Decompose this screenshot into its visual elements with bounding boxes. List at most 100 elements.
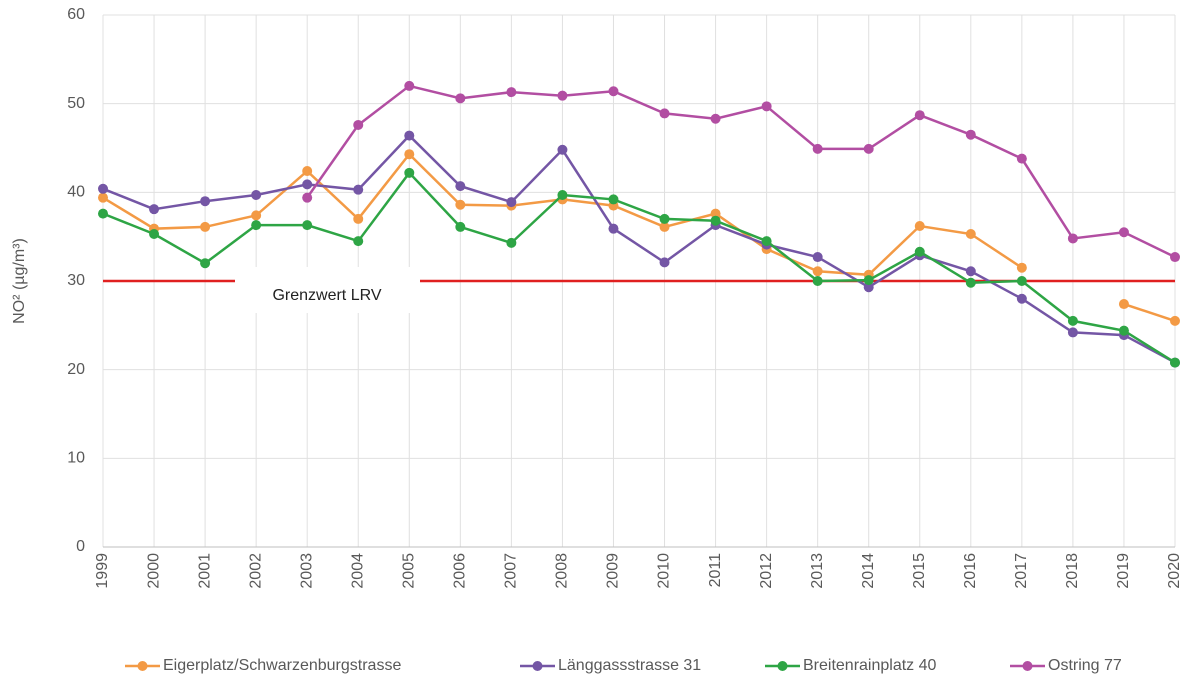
data-point (914, 246, 925, 257)
threshold-label-box (235, 267, 420, 313)
data-point (863, 282, 874, 293)
data-point (1170, 315, 1180, 326)
data-point (506, 237, 517, 248)
legend-marker (1022, 661, 1033, 671)
data-point (1016, 153, 1027, 164)
legend-marker (137, 661, 148, 671)
data-point (1067, 327, 1078, 338)
data-point (200, 221, 211, 232)
data-point (302, 192, 313, 203)
data-point (200, 196, 211, 207)
data-point (965, 277, 976, 288)
data-point (761, 101, 772, 112)
data-point (965, 266, 976, 277)
data-point (659, 213, 670, 224)
x-tick-label: 2007 (503, 553, 520, 589)
y-tick-label: 0 (76, 538, 85, 555)
data-point (149, 204, 160, 215)
data-point (1016, 293, 1027, 304)
x-tick-label: 2000 (145, 553, 162, 589)
data-point (1170, 252, 1180, 263)
x-tick-label: 2005 (401, 553, 418, 589)
data-point (1067, 233, 1078, 244)
data-point (353, 184, 364, 195)
x-tick-label: 2018 (1064, 553, 1081, 589)
y-tick-label: 60 (67, 6, 85, 23)
data-point (302, 166, 313, 177)
x-tick-label: 2012 (758, 553, 775, 589)
data-point (302, 179, 313, 190)
series-line (306, 84, 1176, 259)
x-tick-label: 1999 (94, 553, 111, 589)
data-point (863, 143, 874, 154)
data-point (557, 144, 568, 155)
data-point (608, 86, 619, 97)
data-point (251, 189, 262, 200)
series-line (102, 133, 1176, 364)
data-point (710, 208, 721, 219)
x-tick-label: 2003 (298, 553, 315, 589)
data-point (455, 93, 466, 104)
x-tick-label: 2020 (1166, 553, 1183, 589)
data-point (965, 129, 976, 140)
data-point (1118, 325, 1129, 336)
x-tick-label: 2013 (809, 553, 826, 589)
y-tick-label: 20 (67, 361, 85, 378)
x-tick-label: 2010 (656, 553, 673, 589)
data-point (455, 199, 466, 210)
x-tick-label: 2014 (860, 553, 877, 589)
data-point (1170, 357, 1180, 368)
data-point (404, 130, 415, 141)
data-point (863, 275, 874, 286)
data-point (251, 210, 262, 221)
data-point (1016, 262, 1027, 273)
x-tick-label: 2019 (1115, 553, 1132, 589)
data-point (149, 229, 160, 240)
data-point (914, 110, 925, 121)
data-point (710, 113, 721, 124)
data-point (1016, 276, 1027, 286)
data-point (1067, 315, 1078, 326)
legend-marker (532, 661, 543, 671)
legend-label: Ostring 77 (1048, 657, 1122, 674)
legend-label: Länggassstrasse 31 (558, 657, 701, 674)
series-line (1123, 302, 1176, 323)
x-tick-label: 2001 (196, 553, 213, 589)
data-point (302, 220, 313, 231)
data-point (812, 143, 823, 154)
data-point (812, 252, 823, 263)
y-tick-label: 10 (67, 450, 85, 467)
data-point (353, 236, 364, 247)
x-tick-label: 2002 (247, 553, 264, 589)
data-point (98, 183, 108, 194)
data-point (98, 192, 108, 203)
y-tick-label: 50 (67, 95, 85, 112)
series-line (102, 170, 1176, 364)
data-point (659, 108, 670, 119)
data-point (506, 87, 517, 98)
x-tick-label: 2004 (349, 553, 366, 589)
data-point (404, 149, 415, 160)
data-point (200, 258, 211, 269)
x-tick-label: 2008 (554, 553, 571, 589)
data-point (812, 276, 823, 286)
data-point (557, 189, 568, 200)
data-point (353, 213, 364, 224)
data-point (455, 181, 466, 192)
x-tick-label: 2009 (605, 553, 622, 589)
data-point (659, 221, 670, 232)
data-point (965, 229, 976, 240)
data-point (455, 221, 466, 232)
data-point (608, 223, 619, 234)
legend-marker (777, 661, 788, 671)
x-tick-label: 2015 (911, 553, 928, 589)
data-point (251, 220, 262, 231)
x-tick-label: 2017 (1013, 553, 1030, 589)
y-tick-label: 30 (67, 272, 85, 289)
data-point (1118, 299, 1129, 310)
data-point (506, 197, 517, 208)
x-tick-label: 2011 (707, 553, 724, 588)
data-point (761, 236, 772, 247)
y-tick-label: 40 (67, 184, 85, 201)
